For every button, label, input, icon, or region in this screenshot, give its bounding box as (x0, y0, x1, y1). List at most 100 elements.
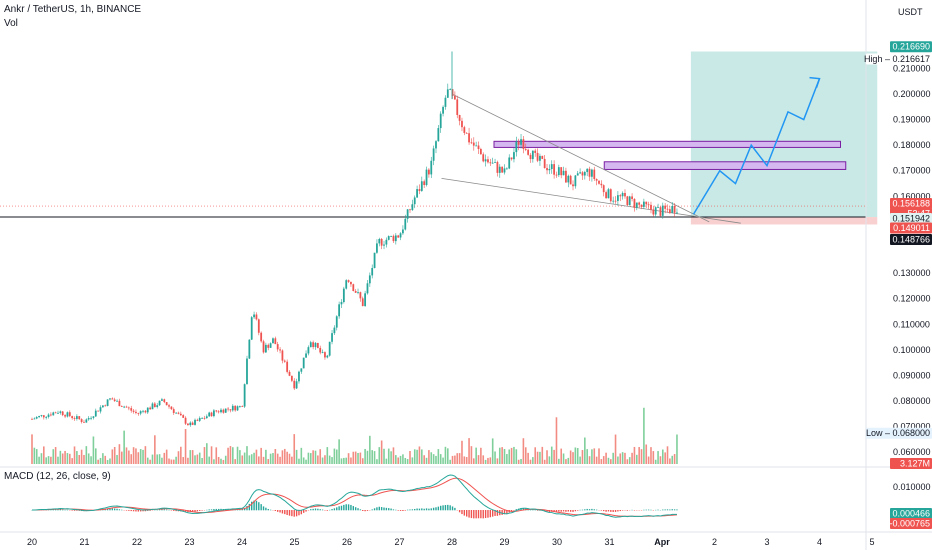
volume-bar (139, 449, 142, 464)
volume-bar (482, 455, 485, 464)
candle-body (109, 398, 111, 400)
macd-histogram-bar (477, 510, 480, 519)
macd-histogram-bar (491, 510, 494, 517)
candle-body (614, 200, 617, 202)
volume-bar (610, 459, 612, 464)
macd-histogram-bar (73, 510, 76, 511)
candle-body (50, 414, 52, 416)
candle-body (394, 235, 397, 242)
volume-bar (302, 457, 305, 464)
candle-body (652, 209, 655, 215)
candle-body (385, 239, 388, 245)
candle-body (156, 405, 159, 408)
volume-bar (645, 444, 648, 464)
volume-bar (248, 455, 251, 464)
time-tick-label: 2 (712, 537, 717, 547)
volume-bar (69, 453, 71, 464)
macd-histogram-bar (385, 507, 388, 511)
candle-body (302, 357, 305, 369)
candle-body (350, 281, 352, 285)
volume-bar (156, 454, 159, 464)
candle-body (557, 167, 560, 176)
volume-bar (170, 459, 173, 464)
volume-tag-bg (890, 458, 932, 469)
drawings-layer (0, 51, 878, 225)
candle-body (262, 341, 265, 353)
macd-histogram-bar (442, 505, 444, 511)
volume-label: Vol (4, 18, 18, 29)
candle-body (453, 95, 456, 100)
candle-body (267, 344, 270, 348)
macd-histogram-bar (116, 508, 118, 511)
volume-bar (47, 456, 50, 464)
volume-bar (661, 449, 664, 464)
volume-bar (598, 448, 600, 464)
price-tick-label: 0.070000 (893, 422, 931, 432)
volume-bar (614, 434, 617, 464)
candle-body (633, 198, 636, 208)
volume-bar (210, 446, 213, 464)
volume-bar (369, 435, 371, 464)
price-tag-entry: 0.151942 (892, 214, 930, 224)
candle-body (146, 407, 149, 413)
volume-bar (144, 446, 147, 464)
volume-bar (343, 457, 345, 464)
volume-bar (361, 458, 364, 464)
candle-body (295, 381, 298, 389)
volume-bar (602, 456, 605, 464)
candle-body (555, 174, 558, 176)
volume-bar (428, 450, 430, 464)
volume-bar (357, 452, 359, 464)
candle-body (357, 292, 359, 293)
volume-bar (269, 453, 272, 464)
candle-body (239, 405, 241, 407)
price-tag-high-value: 0.216690 (892, 42, 930, 52)
macd-histogram-bar (546, 510, 548, 512)
candle-body (104, 405, 107, 407)
candle-body (243, 384, 246, 407)
macd-histogram-bar (617, 510, 619, 512)
candle-body (461, 120, 463, 128)
candle-body (116, 400, 118, 402)
macd-histogram-bar (595, 509, 598, 511)
candle-body (59, 411, 62, 413)
macd-histogram-bar (191, 510, 194, 513)
volume-bar (543, 459, 546, 464)
volume-bar (498, 447, 501, 464)
macd-histogram-bar (321, 509, 324, 511)
macd-histogram-bar (572, 510, 574, 512)
macd-histogram-bar (418, 508, 421, 511)
macd-histogram-bar (121, 509, 123, 511)
volume-bar (657, 451, 659, 464)
macd-histogram-bar (664, 509, 666, 511)
candle-body (298, 371, 300, 382)
volume-bar (392, 447, 395, 464)
volume-bar (626, 459, 629, 464)
volume-bar (574, 447, 577, 464)
candle-body (97, 410, 100, 412)
macd-histogram-bar (331, 509, 333, 511)
candle-body (366, 283, 369, 294)
macd-histogram-bar (352, 506, 354, 511)
candle-body (326, 355, 329, 358)
volume-bar (666, 446, 669, 464)
macd-histogram-bar (489, 510, 492, 518)
volume-bar (291, 456, 293, 464)
candle-body (491, 162, 494, 164)
macd-histogram-bar (607, 510, 610, 512)
volume-bar (128, 450, 130, 464)
candle-body (175, 412, 178, 414)
macd-histogram-bar (657, 509, 659, 511)
candle-body (165, 402, 168, 406)
candle-body (73, 418, 76, 419)
volume-bar (633, 446, 636, 464)
macd-histogram-bar (265, 507, 267, 511)
volume-bar (510, 447, 513, 464)
volume-bar (541, 446, 544, 464)
macd-histogram-bar (163, 509, 165, 511)
volume-bar (317, 455, 319, 464)
candle-body (135, 411, 137, 413)
macd-label: MACD (12, 26, close, 9) (4, 471, 111, 482)
candle-body (132, 410, 135, 412)
